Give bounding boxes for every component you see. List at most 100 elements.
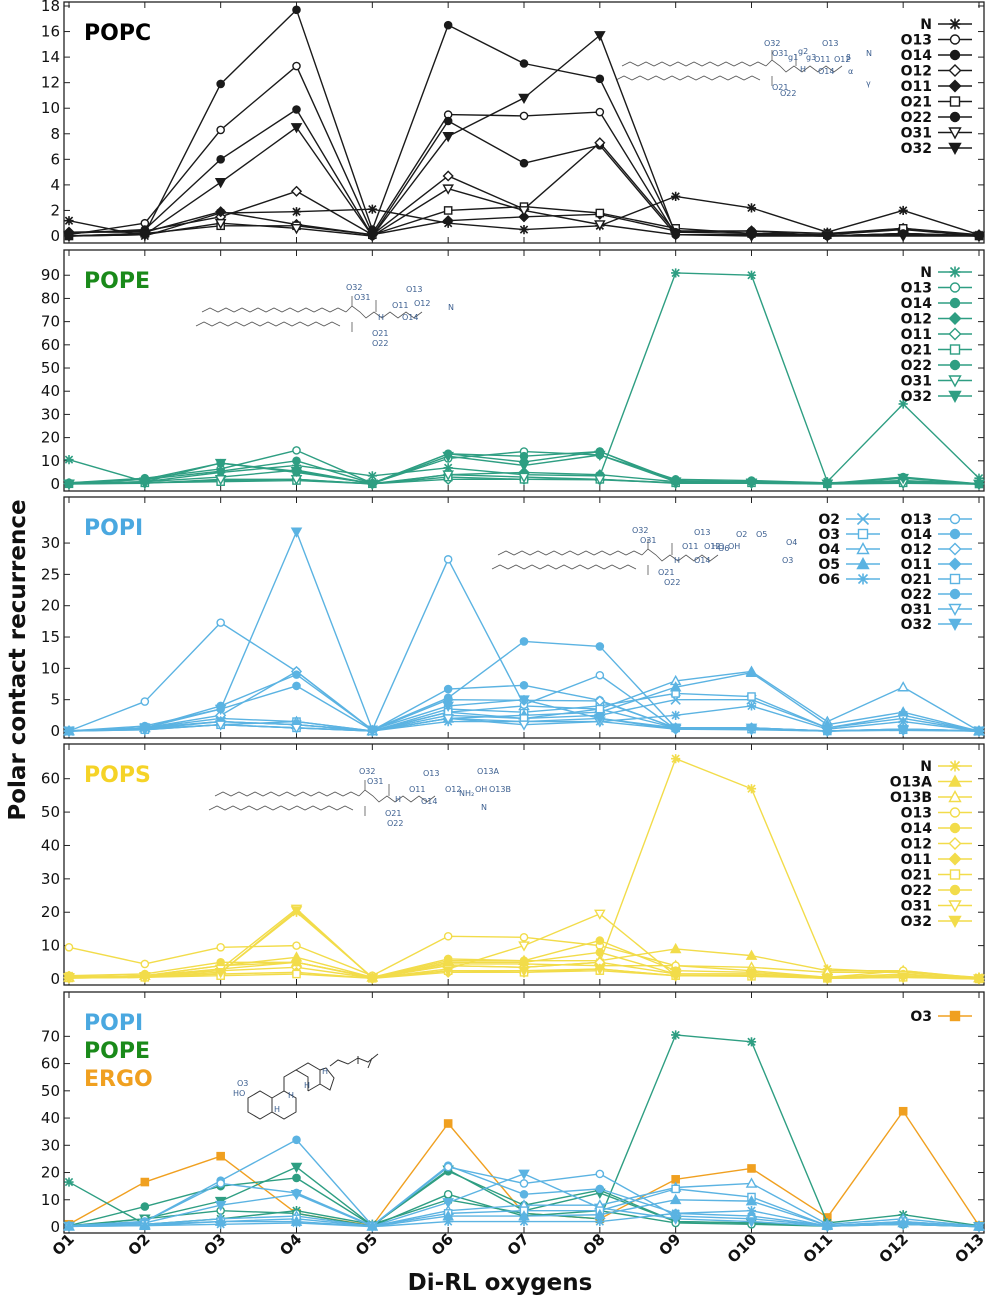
y-tick-label: 50: [41, 803, 60, 821]
y-tick-label: 5: [50, 691, 60, 709]
legend-label: O11: [901, 557, 932, 573]
data-point: [140, 1202, 150, 1211]
data-point: [973, 231, 985, 243]
legend-label: O32: [901, 141, 932, 157]
data-point: [898, 717, 908, 727]
data-point: [519, 158, 529, 168]
legend-label: O12: [901, 64, 932, 80]
y-tick-label: 4: [50, 176, 60, 194]
legend-marker: [948, 142, 962, 155]
data-point: [594, 475, 606, 486]
data-point: [214, 1200, 227, 1212]
data-point: [216, 125, 225, 135]
data-point: [292, 61, 301, 71]
legend-label: O11: [901, 327, 932, 343]
data-point: [139, 230, 151, 241]
y-tick-label: 20: [41, 429, 60, 447]
legend-label: O13: [901, 33, 932, 49]
headgroup-bonds: [358, 780, 436, 816]
legend-marker: [949, 266, 961, 278]
legend-marker: [949, 344, 961, 355]
x-tick-label: O4: [276, 1230, 305, 1259]
data-point: [669, 971, 682, 982]
data-point: [822, 1221, 832, 1231]
legend-marker: [948, 774, 962, 787]
data-point: [443, 684, 453, 694]
legend-marker: [949, 884, 961, 896]
data-point: [747, 1164, 756, 1173]
legend-marker: [949, 513, 961, 525]
data-point: [594, 909, 606, 920]
structure-atom-label: O3: [237, 1079, 248, 1088]
data-point: [366, 973, 379, 985]
data-point: [290, 185, 303, 197]
structure-atom-label: O11: [392, 301, 408, 310]
legend-marker: [948, 618, 962, 631]
data-point: [64, 1177, 74, 1187]
structure-atom-label: H: [304, 1081, 310, 1090]
y-tick-label: 60: [41, 336, 60, 354]
data-point: [669, 1193, 682, 1205]
data-point: [595, 1169, 605, 1179]
structure-atom-label: O5: [756, 530, 767, 539]
structure-atom-label: H: [288, 1091, 294, 1100]
structure-atom-label: O14: [694, 556, 710, 565]
data-point: [442, 184, 454, 195]
data-point: [519, 958, 529, 967]
y-tick-label: 50: [41, 1082, 60, 1100]
x-tick-label: O11: [800, 1230, 837, 1267]
data-point: [216, 1179, 225, 1188]
data-point: [897, 230, 909, 241]
y-tick-label: 15: [41, 628, 60, 646]
data-point: [669, 681, 682, 692]
data-point: [518, 720, 530, 731]
legend-marker: [949, 111, 961, 123]
data-point: [140, 1221, 150, 1231]
data-point: [671, 268, 681, 278]
data-point: [518, 461, 530, 472]
y-tick-label: 16: [41, 23, 60, 41]
legend-marker: [948, 312, 962, 325]
panel-title: POPS: [84, 763, 151, 788]
data-point: [442, 451, 454, 463]
data-point: [443, 20, 453, 30]
structure-atom-label: HO: [712, 542, 724, 551]
data-point: [671, 1208, 681, 1218]
acyl-chain-b: [195, 321, 341, 327]
structure-atom-label: g2: [798, 47, 808, 56]
data-point: [216, 1219, 226, 1229]
legend-label: O14: [901, 48, 933, 64]
legend-marker: [948, 837, 962, 850]
legend: O3: [910, 1009, 972, 1025]
structure-atom-label: O13: [406, 285, 422, 294]
legend-label: O31: [901, 602, 932, 618]
structure-atom-label: O13: [423, 769, 439, 778]
y-tick-label: 18: [41, 0, 60, 15]
data-point: [292, 670, 301, 679]
data-point: [442, 1198, 454, 1209]
data-point: [216, 79, 225, 89]
y-tick-label: 0: [50, 227, 60, 245]
data-point: [366, 725, 379, 736]
x-tick-label: O12: [875, 1230, 912, 1267]
structure-atom-label: H: [800, 65, 806, 74]
structure-atom-label: O32: [346, 283, 362, 292]
legend-label: O12: [901, 312, 932, 328]
y-tick-label: 10: [41, 659, 60, 677]
y-tick-label: 2: [50, 201, 60, 219]
data-point: [292, 5, 301, 15]
data-point: [745, 1177, 758, 1188]
data-point: [63, 973, 75, 984]
data-point: [595, 107, 605, 117]
legend-label: O32: [901, 389, 932, 405]
y-tick-label: 10: [41, 452, 60, 470]
data-point: [443, 1216, 453, 1227]
data-point: [443, 463, 453, 473]
legend-label: O3: [818, 527, 840, 543]
data-point: [595, 1184, 605, 1194]
data-point: [140, 697, 150, 706]
data-point: [594, 714, 606, 725]
data-point: [821, 231, 834, 243]
data-point: [64, 942, 74, 952]
